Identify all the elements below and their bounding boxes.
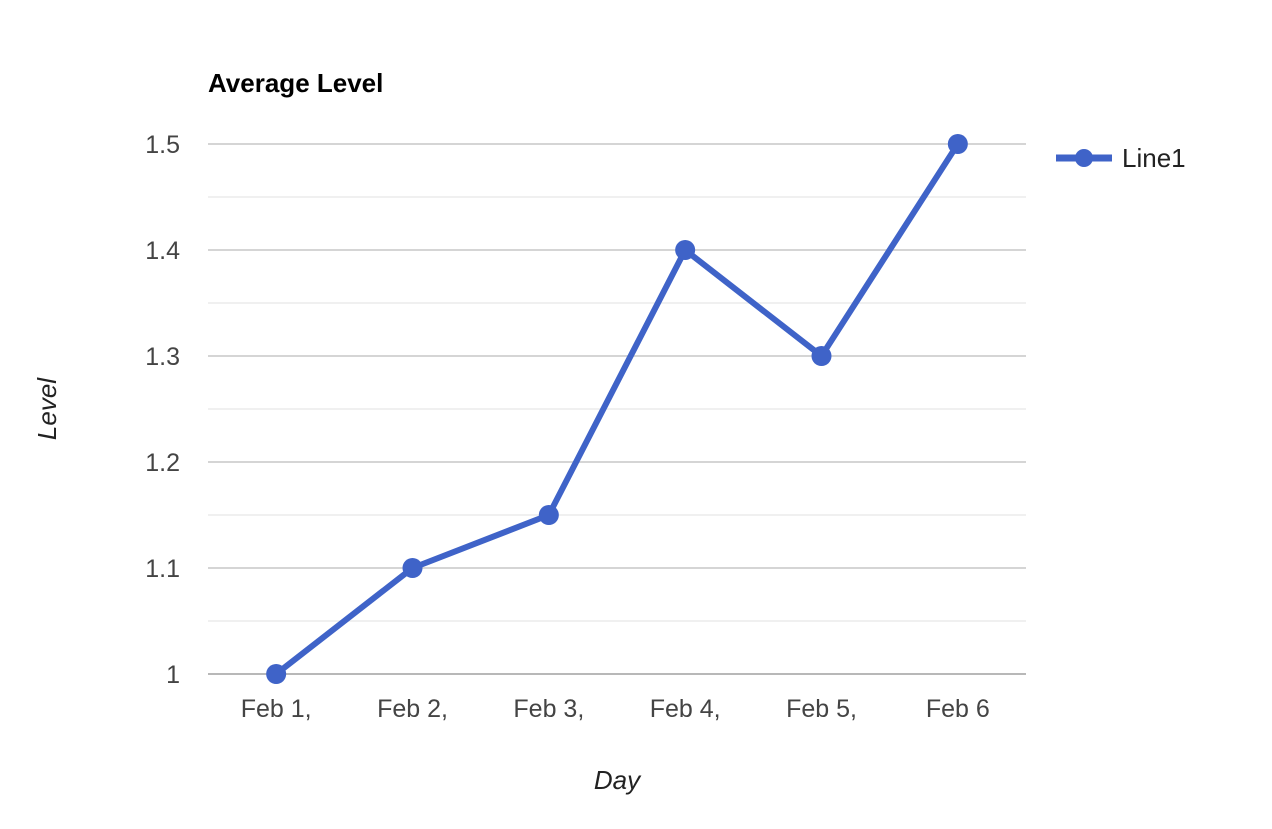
minor-gridlines [208,196,1026,622]
legend[interactable]: Line1 [1056,143,1186,173]
x-tick-label: Feb 4, [650,695,721,723]
x-axis-ticks: Feb 1, Feb 2, Feb 3, Feb 4, Feb 5, Feb 6 [241,695,990,723]
x-axis-title: Day [594,765,642,795]
y-tick-label: 1.1 [145,555,180,583]
y-tick-label: 1.2 [145,449,180,477]
y-tick-label: 1.5 [145,131,180,159]
y-tick-label: 1.4 [145,237,180,265]
x-tick-label: Feb 1, [241,695,312,723]
y-axis-title: Level [32,377,62,440]
series-line [273,141,961,677]
y-axis-ticks: 1 1.1 1.2 1.3 1.4 1.5 [145,131,180,689]
legend-label: Line1 [1122,143,1186,173]
data-point[interactable] [402,558,423,578]
data-point[interactable] [266,664,287,684]
legend-point-marker [1075,149,1093,167]
x-tick-label: Feb 2, [377,695,448,723]
y-tick-label: 1.3 [145,343,180,371]
chart-title: Average Level [208,68,383,98]
data-point[interactable] [947,134,968,154]
x-tick-label: Feb 3, [513,695,584,723]
x-tick-label: Feb 5, [786,695,857,723]
series-layer [266,134,968,684]
y-tick-label: 1 [166,661,180,689]
x-tick-label: Feb 6 [926,695,990,723]
data-point[interactable] [538,505,559,525]
data-point[interactable] [811,346,832,366]
data-point[interactable] [675,240,696,260]
